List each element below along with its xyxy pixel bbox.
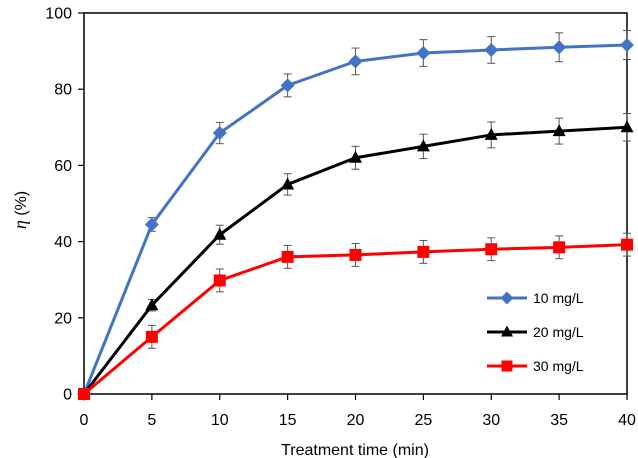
data-point-diamond	[212, 126, 227, 141]
y-tick-label: 20	[54, 310, 72, 327]
series-markers	[77, 38, 634, 401]
y-tick-label: 0	[63, 387, 72, 404]
y-axis: 0 20 40 60 80 100	[45, 6, 84, 404]
data-point-diamond	[280, 78, 295, 93]
y-tick-label: 60	[54, 158, 72, 175]
legend-marker	[501, 325, 513, 337]
data-point-square	[485, 243, 498, 256]
y-axis-title: η (%)	[10, 191, 30, 229]
x-axis: 0 5 10 15 20 25 30 35 40	[80, 394, 636, 429]
series-line-diamond	[82, 43, 628, 395]
y-tick-label: 40	[54, 234, 72, 251]
x-tick-label: 0	[80, 412, 89, 429]
legend: 10 mg/L 20 mg/L 30 mg/L	[487, 290, 584, 374]
x-tick-label: 40	[618, 412, 636, 429]
legend-label: 20 mg/L	[533, 324, 584, 340]
data-point-square	[281, 250, 294, 263]
data-point-square	[349, 248, 362, 261]
y-axis-symbol: η	[10, 220, 30, 229]
legend-marker	[500, 291, 514, 305]
x-tick-label: 35	[550, 412, 568, 429]
data-point-diamond	[620, 38, 634, 53]
legend-marker	[501, 360, 513, 372]
data-point-square	[417, 245, 430, 258]
x-tick-label: 10	[211, 412, 229, 429]
data-point-diamond	[144, 217, 159, 232]
data-point-diamond	[416, 46, 431, 61]
data-point-triangle	[620, 120, 634, 133]
data-point-triangle	[552, 124, 566, 137]
legend-label: 10 mg/L	[533, 290, 584, 306]
series-lines	[82, 43, 628, 396]
data-point-diamond	[552, 40, 567, 55]
legend-label: 30 mg/L	[533, 358, 584, 374]
y-tick-label: 100	[45, 6, 72, 23]
x-tick-label: 5	[147, 412, 156, 429]
data-point-square	[621, 238, 633, 251]
data-point-square	[78, 388, 90, 400]
x-tick-label: 20	[347, 412, 365, 429]
data-point-triangle	[349, 150, 362, 163]
x-axis-title: Treatment time (min)	[281, 442, 429, 458]
data-point-diamond	[348, 54, 363, 69]
data-point-triangle	[484, 127, 498, 140]
y-axis-unit: (%)	[13, 191, 30, 220]
data-point-diamond	[484, 42, 499, 57]
x-tick-label: 15	[279, 412, 297, 429]
data-point-square	[145, 330, 158, 343]
x-tick-label: 30	[482, 412, 500, 429]
data-point-square	[213, 274, 226, 287]
data-point-triangle	[416, 139, 430, 152]
data-point-triangle	[281, 177, 295, 190]
y-tick-label: 80	[54, 82, 72, 99]
data-point-triangle	[213, 227, 227, 240]
data-point-square	[553, 241, 566, 254]
x-tick-label: 25	[414, 412, 432, 429]
data-point-triangle	[145, 298, 159, 311]
